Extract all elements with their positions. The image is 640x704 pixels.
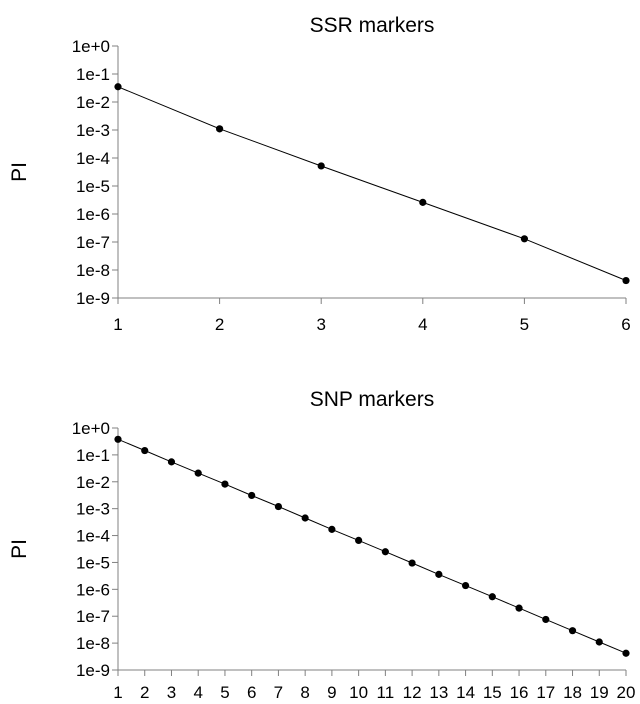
ssr-data-point [114,83,122,91]
ssr-data-point [317,162,325,170]
snp-y-tick-label: 1e-4 [76,527,110,546]
ssr-y-tick-label: 1e-6 [76,205,110,224]
snp-x-tick-label: 17 [536,683,555,702]
snp-y-tick-label: 1e-7 [76,607,110,626]
snp-x-tick-label: 7 [274,683,283,702]
snp-data-point [568,627,577,635]
ssr-x-tick-label: 2 [215,315,224,334]
snp-data-point [542,615,550,624]
ssr-x-tick-label: 6 [621,315,630,334]
snp-x-tick-label: 19 [590,683,609,702]
snp-x-tick-label: 14 [456,683,475,702]
snp-data-point [274,502,283,511]
snp-y-tick-label: 1e-8 [76,634,110,653]
snp-x-tick-label: 4 [193,683,202,702]
ssr-x-tick-label: 5 [520,315,529,334]
snp-x-tick-label: 2 [140,683,149,702]
ssr-series-line [117,86,627,281]
snp-x-tick-label: 18 [563,683,582,702]
snp-y-tick-label: 1e+0 [72,419,110,438]
ssr-y-tick-label: 1e-2 [76,93,110,112]
snp-data-point [167,458,176,466]
snp-x-tick-label: 13 [429,683,448,702]
snp-y-tick-label: 1e-3 [76,500,110,519]
snp-y-tick-label: 1e-6 [76,580,110,599]
ssr-y-tick-label: 1e-9 [76,289,110,308]
snp-data-point [221,480,229,488]
snp-y-axis-label: PI [8,539,31,559]
snp-data-point [461,581,470,590]
ssr-data-point [520,235,529,243]
ssr-x-tick-label: 3 [316,315,325,334]
snp-chart-title: SNP markers [310,388,434,411]
snp-data-point [488,593,496,601]
ssr-x-tick-label: 4 [418,315,427,334]
snp-data-point [435,570,443,578]
snp-y-tick-label: 1e-5 [76,553,110,572]
ssr-x-tick-label: 1 [113,315,122,334]
snp-data-point [381,548,389,556]
ssr-data-point [622,276,630,285]
ssr-y-tick-label: 1e-3 [76,121,110,140]
snp-x-tick-label: 20 [617,683,636,702]
ssr-y-axis-label: PI [8,162,31,182]
snp-x-tick-label: 16 [510,683,529,702]
snp-x-tick-label: 1 [113,683,122,702]
ssr-y-tick-label: 1e-1 [76,65,110,84]
snp-data-point [114,435,122,443]
snp-data-point [515,604,523,612]
snp-data-point [622,649,630,657]
ssr-data-point [419,198,427,206]
snp-x-tick-label: 9 [327,683,336,702]
ssr-y-tick-label: 1e-5 [76,177,110,196]
snp-x-tick-label: 6 [247,683,256,702]
snp-data-point [408,559,416,567]
snp-x-tick-label: 5 [220,683,229,702]
snp-x-tick-label: 12 [403,683,422,702]
snp-data-point [328,525,336,533]
snp-series-line [117,438,627,654]
ssr-y-tick-label: 1e-4 [76,149,110,168]
snp-x-tick-label: 10 [349,683,368,702]
snp-x-tick-label: 8 [300,683,309,702]
ssr-chart-title: SSR markers [310,14,435,37]
snp-x-tick-label: 11 [377,683,395,702]
ssr-y-tick-label: 1e-8 [76,261,110,280]
snp-y-tick-label: 1e-1 [76,446,110,465]
snp-x-tick-label: 15 [483,683,502,702]
snp-data-point [595,638,603,646]
snp-data-point [248,491,256,500]
ssr-data-point [216,125,224,133]
snp-data-point [355,536,363,545]
snp-y-tick-label: 1e-2 [76,473,110,492]
snp-data-point [141,446,149,455]
snp-data-point [194,469,202,477]
ssr-y-tick-label: 1e+0 [72,37,110,56]
snp-data-point [301,514,309,522]
snp-y-tick-label: 1e-9 [76,661,110,680]
ssr-y-tick-label: 1e-7 [76,233,110,252]
snp-x-tick-label: 3 [167,683,176,702]
